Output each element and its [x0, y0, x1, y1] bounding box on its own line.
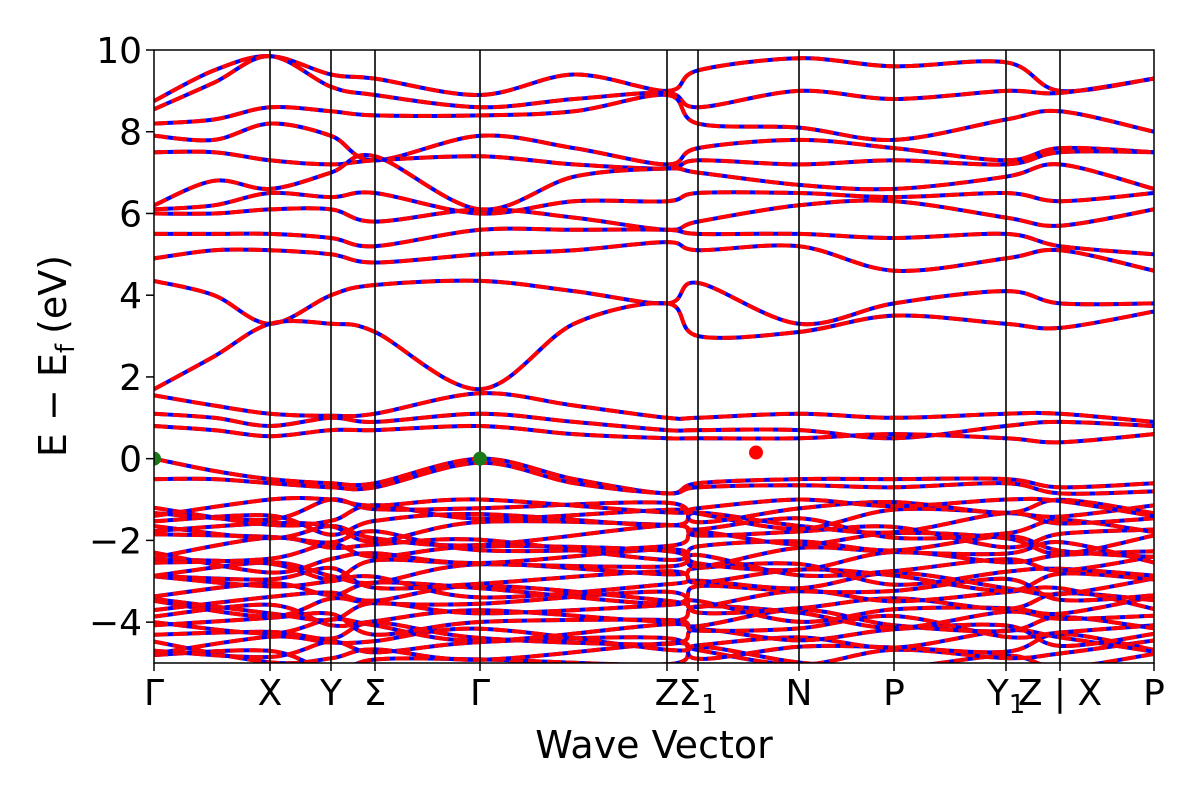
band-0-red [154, 54, 1154, 103]
y-tick-label-5: 6 [119, 194, 142, 235]
x-axis-ticks: Γ X Y Σ Γ Z Σ1 N P Y1Z | X P [144, 663, 1165, 720]
band-11-red [154, 301, 1154, 392]
y-tick-label-1: −2 [89, 521, 142, 562]
band-15-blue [154, 456, 1154, 496]
y-tick-label-7: 10 [96, 31, 142, 72]
x-tick-label-10: Z | X [1018, 673, 1102, 714]
x-tick-label-5: Z [655, 673, 680, 714]
x-tick-label-9: Y1 [986, 673, 1026, 720]
band-14-red [154, 423, 1154, 445]
y-tick-label-0: −4 [89, 603, 142, 644]
extremum-markers [154, 445, 763, 466]
y-tick-label-4: 4 [119, 276, 142, 317]
y-axis-label-sub: f [51, 343, 81, 353]
svg-text:E − Ef(eV): E − Ef (eV) [31, 255, 81, 457]
x-tick-label-8: P [883, 673, 905, 714]
band-3-red [154, 121, 1154, 167]
y-axis-ticks: −4 −2 0 2 4 6 8 10 [89, 31, 154, 644]
x-tick-label-3: Σ [364, 673, 387, 714]
band-2-red [154, 92, 1154, 142]
y-axis-label: E − Ef (eV) [31, 255, 81, 457]
x-tick-label-0: Γ [144, 673, 164, 714]
y-tick-label-2: 0 [119, 440, 142, 481]
band-2-blue [154, 92, 1154, 142]
band-1-red [154, 54, 1154, 112]
x-tick-label-2: Y [319, 673, 343, 714]
bands-layer [154, 54, 1154, 663]
y-axis-label-main: E − E [31, 353, 75, 457]
x-axis-label: Wave Vector [535, 723, 773, 767]
band-9-red [154, 240, 1154, 273]
marker-1 [473, 451, 487, 466]
high-symmetry-lines [269, 50, 1061, 663]
band-5-red [154, 153, 1154, 212]
band-15-red [154, 456, 1154, 496]
band-12-red [154, 391, 1154, 424]
x-tick-label-11: P [1143, 673, 1165, 714]
x-tick-label-1: X [258, 673, 283, 714]
marker-2 [749, 445, 763, 460]
band-9-blue [154, 240, 1154, 273]
band-7-red [154, 198, 1154, 232]
x-tick-label-4: Γ [470, 673, 490, 714]
band-6-red [154, 190, 1154, 216]
band-13-red [154, 411, 1154, 441]
marker-0 [154, 451, 161, 466]
y-tick-label-6: 8 [119, 113, 142, 154]
band-11-blue [154, 301, 1154, 392]
band-16-red [154, 460, 1154, 496]
x-tick-label-6: Σ1 [678, 673, 717, 720]
core-band-0-red [154, 644, 1154, 663]
y-tick-label-3: 2 [119, 358, 142, 399]
x-tick-label-7: N [786, 673, 813, 714]
y-axis-label-unit: (eV) [31, 255, 75, 334]
band-7-blue [154, 198, 1154, 232]
band-8-red [154, 226, 1154, 257]
plot-frame [153, 49, 1155, 664]
